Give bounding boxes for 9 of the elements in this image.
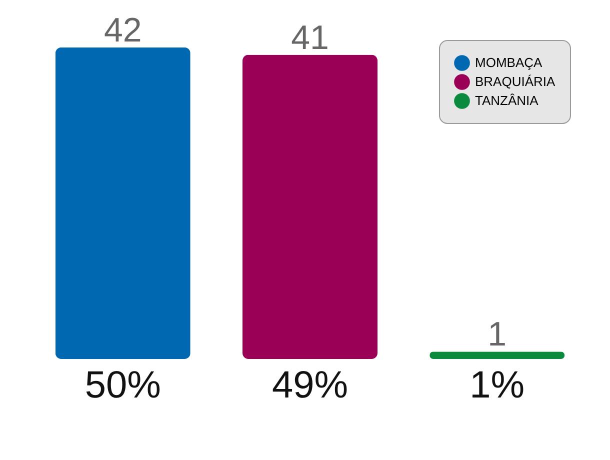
- data-label: 1: [488, 316, 507, 354]
- data-label: 41: [291, 18, 329, 57]
- x-tick-label: 49%: [272, 364, 348, 406]
- legend-label: MOMBAÇA: [475, 55, 542, 70]
- x-tick-label: 1%: [470, 364, 525, 406]
- legend-label: TANZÂNIA: [475, 93, 539, 108]
- data-label: 42: [104, 11, 142, 50]
- x-tick-label: 50%: [84, 364, 161, 406]
- legend-label: BRAQUIÁRIA: [475, 74, 556, 89]
